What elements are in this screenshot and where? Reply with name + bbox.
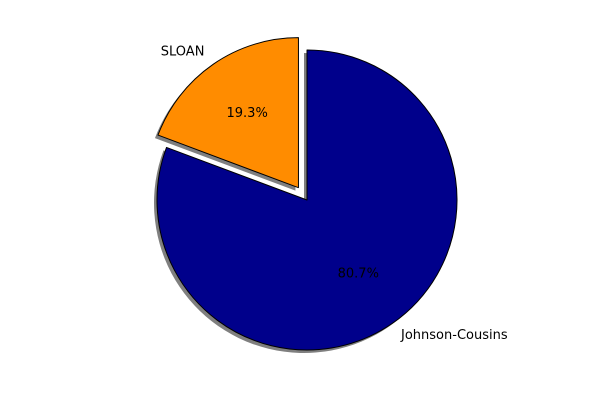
slice-label-sloan: SLOAN [161, 45, 205, 60]
pie-slice-sloan [157, 37, 299, 189]
pct-label-sloan: 19.3% [227, 106, 268, 121]
pie-slice-johnson-cousins [156, 49, 458, 351]
pct-label-johnson-cousins: 80.7% [338, 266, 379, 281]
slice-label-johnson-cousins: Johnson-Cousins [400, 328, 508, 343]
